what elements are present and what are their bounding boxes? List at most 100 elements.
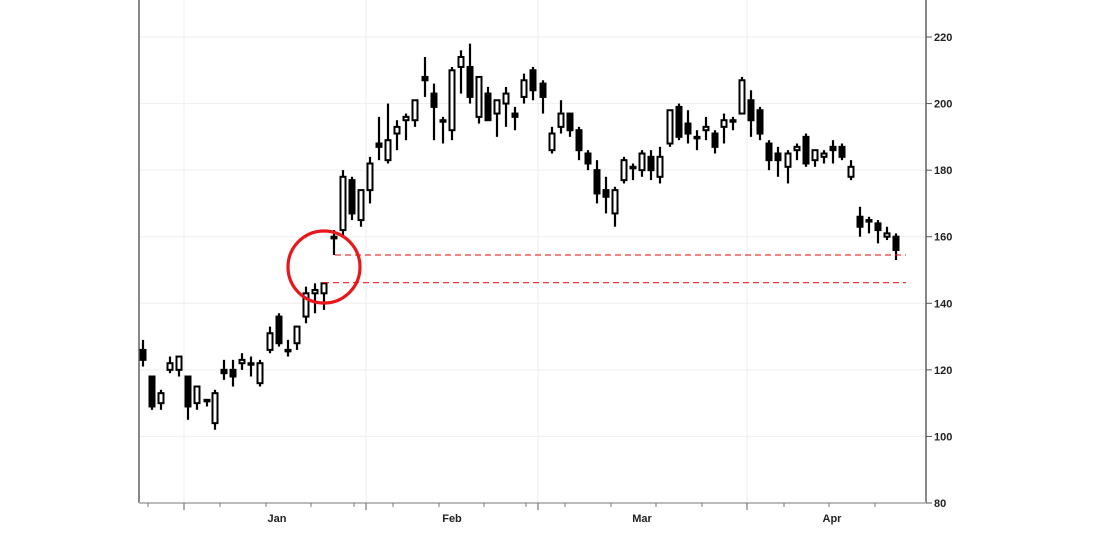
candle-body-up — [339, 175, 347, 232]
candle — [421, 56, 429, 97]
candle-body-up — [293, 325, 301, 345]
candle-body-up — [847, 165, 855, 178]
candle-body-down — [229, 368, 237, 378]
candle-body-up — [320, 282, 328, 295]
candle — [892, 233, 900, 261]
gap-highlight-circle — [286, 229, 362, 305]
candle-body-down — [275, 315, 283, 345]
candle — [774, 146, 782, 177]
candle-body-down — [184, 375, 192, 408]
candle-body-up — [402, 115, 410, 122]
annotations — [286, 229, 906, 305]
candle-body-up — [238, 358, 246, 365]
candle — [883, 226, 891, 241]
y-tick-label: 160 — [934, 232, 952, 244]
x-tick-label-jan: Jan — [268, 513, 287, 525]
candle — [656, 146, 664, 184]
candle — [602, 176, 610, 214]
candle-body-up — [475, 75, 483, 118]
candle — [275, 313, 283, 347]
candle-body-up — [784, 152, 792, 168]
candle-body-up — [865, 219, 873, 223]
candle — [184, 375, 192, 420]
candle — [720, 113, 728, 144]
candle — [284, 339, 292, 357]
candle-body-down — [856, 215, 864, 228]
y-tick-label: 120 — [934, 365, 952, 377]
candle-body-down — [756, 109, 764, 135]
candle-body-up — [702, 125, 710, 132]
candles — [139, 43, 900, 430]
candle-body-down — [330, 235, 338, 240]
candle-body-up — [411, 99, 419, 122]
candle-body-up — [439, 119, 447, 123]
candle-body-down — [421, 75, 429, 82]
candle-body-down — [220, 368, 228, 375]
y-tick-label: 80 — [934, 498, 946, 510]
candle — [203, 398, 211, 407]
candle-body-down — [511, 112, 519, 118]
candle — [293, 325, 301, 350]
candle-body-up — [211, 392, 219, 425]
candle-body-down — [566, 112, 574, 132]
candle — [448, 66, 456, 141]
candle-body-up — [629, 165, 637, 170]
candle — [320, 282, 328, 310]
candle — [311, 283, 319, 314]
candle — [666, 109, 674, 147]
candle-body-up — [820, 152, 828, 158]
candle-body-down — [711, 132, 719, 148]
candle-body-up — [693, 135, 701, 140]
candle — [157, 389, 165, 410]
candle-body-down — [584, 152, 592, 165]
candle — [529, 66, 537, 101]
candle — [484, 86, 492, 122]
candle — [820, 150, 828, 164]
candle — [220, 359, 228, 380]
candle — [166, 356, 174, 374]
candle-body-up — [157, 392, 165, 405]
candle-body-up — [193, 385, 201, 405]
candle-body-up — [175, 355, 183, 371]
candle — [802, 133, 810, 167]
candle — [238, 353, 246, 370]
y-axis-labels: 220 200 180 160 140 120 100 80 — [934, 32, 952, 510]
candle-body-down — [829, 145, 837, 152]
candle-body-up — [247, 362, 255, 366]
candle-body-up — [357, 189, 365, 222]
candle — [229, 359, 237, 387]
candle — [384, 103, 392, 164]
candle — [566, 112, 574, 137]
candle — [620, 156, 628, 184]
candle-body-up — [666, 109, 674, 145]
candle — [502, 86, 510, 127]
y-tick-label: 180 — [934, 165, 952, 177]
candle — [702, 116, 710, 141]
candle-body-down — [774, 152, 782, 162]
candle — [493, 99, 501, 137]
candle — [811, 149, 819, 167]
candle — [302, 286, 310, 324]
candle-body-up — [611, 189, 619, 215]
candle-body-down — [575, 129, 583, 152]
candle-body-up — [493, 99, 501, 115]
candle-body-up — [557, 112, 565, 128]
candle — [402, 113, 410, 141]
candle — [357, 189, 365, 227]
candle-body-down — [375, 142, 383, 148]
candle — [847, 160, 855, 181]
candle-body-down — [139, 348, 147, 361]
candle — [148, 375, 156, 410]
candle — [511, 106, 519, 131]
candle — [838, 143, 846, 161]
candle-body-up — [203, 398, 211, 403]
candle-body-up — [256, 362, 264, 385]
candle — [756, 106, 764, 141]
candle-body-down — [765, 142, 773, 162]
candle-body-up — [720, 119, 728, 128]
candle-body-down — [484, 92, 492, 122]
candle-body-up — [811, 149, 819, 162]
candle — [330, 230, 338, 256]
candle — [466, 43, 474, 104]
